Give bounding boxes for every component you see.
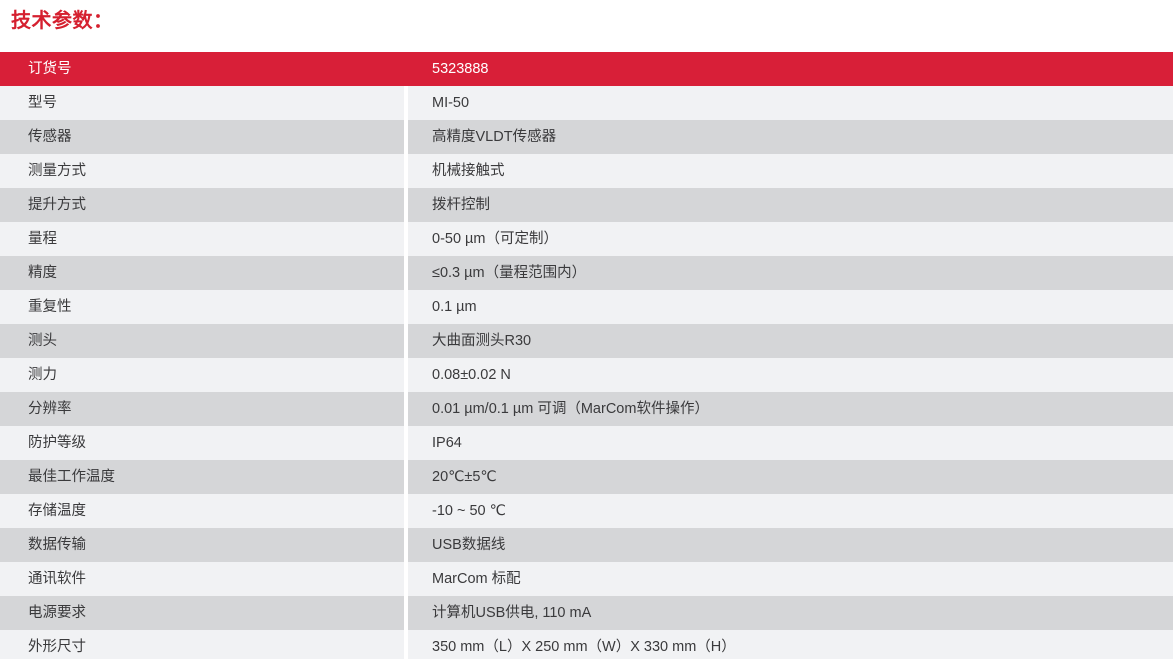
spec-value-cell: ≤0.3 µm（量程范围内）: [408, 256, 1173, 290]
spec-value-cell: MarCom 标配: [408, 562, 1173, 596]
spec-label-cell: 订货号: [0, 52, 404, 86]
spec-value-cell: 0.01 µm/0.1 µm 可调（MarCom软件操作）: [408, 392, 1173, 426]
spec-row: 通讯软件 MarCom 标配: [0, 562, 1173, 596]
spec-value-cell: 0.08±0.02 N: [408, 358, 1173, 392]
spec-label-cell: 测力: [0, 358, 404, 392]
spec-label-cell: 数据传输: [0, 528, 404, 562]
column-divider: [404, 392, 408, 426]
spec-row: 测头 大曲面测头R30: [0, 324, 1173, 358]
spec-label-cell: 型号: [0, 86, 404, 120]
column-divider: [404, 494, 408, 528]
column-divider: [404, 324, 408, 358]
spec-row: 外形尺寸 350 mm（L）X 250 mm（W）X 330 mm（H）: [0, 630, 1173, 659]
spec-label-cell: 提升方式: [0, 188, 404, 222]
column-divider: [404, 630, 408, 659]
spec-row: 型号 MI-50: [0, 86, 1173, 120]
spec-row: 存储温度 -10 ~ 50 ℃: [0, 494, 1173, 528]
spec-label-cell: 分辨率: [0, 392, 404, 426]
spec-value-cell: MI-50: [408, 86, 1173, 120]
spec-value-cell: 大曲面测头R30: [408, 324, 1173, 358]
spec-value-cell: 5323888: [408, 52, 1173, 86]
spec-value-cell: 20℃±5℃: [408, 460, 1173, 494]
spec-value-cell: -10 ~ 50 ℃: [408, 494, 1173, 528]
spec-value-cell: 机械接触式: [408, 154, 1173, 188]
spec-label-cell: 量程: [0, 222, 404, 256]
spec-row: 传感器 高精度VLDT传感器: [0, 120, 1173, 154]
page-title: 技术参数：: [11, 10, 114, 32]
column-divider: [404, 562, 408, 596]
spec-label-cell: 重复性: [0, 290, 404, 324]
column-divider: [404, 528, 408, 562]
column-divider: [404, 222, 408, 256]
column-divider: [404, 596, 408, 630]
spec-label-cell: 测头: [0, 324, 404, 358]
spec-row: 电源要求 计算机USB供电, 110 mA: [0, 596, 1173, 630]
column-divider: [404, 426, 408, 460]
spec-row-header: 订货号 5323888: [0, 52, 1173, 86]
column-divider: [404, 188, 408, 222]
column-divider: [404, 52, 408, 86]
column-divider: [404, 290, 408, 324]
spec-row: 重复性 0.1 µm: [0, 290, 1173, 324]
column-divider: [404, 256, 408, 290]
spec-row: 测力 0.08±0.02 N: [0, 358, 1173, 392]
spec-value-cell: 高精度VLDT传感器: [408, 120, 1173, 154]
spec-label-cell: 电源要求: [0, 596, 404, 630]
spec-label-cell: 通讯软件: [0, 562, 404, 596]
spec-row: 量程 0-50 µm（可定制）: [0, 222, 1173, 256]
spec-label-cell: 防护等级: [0, 426, 404, 460]
spec-table-body: 订货号 5323888 型号 MI-50 传感器 高精度VLDT传感器 测量方式 机械接触式提…: [0, 52, 1173, 659]
spec-label-cell: 外形尺寸: [0, 630, 404, 659]
spec-row: 精度 ≤0.3 µm（量程范围内）: [0, 256, 1173, 290]
spec-value-cell: IP64: [408, 426, 1173, 460]
spec-row: 测量方式 机械接触式: [0, 154, 1173, 188]
spec-value-cell: 0.1 µm: [408, 290, 1173, 324]
column-divider: [404, 358, 408, 392]
spec-value-cell: 拨杆控制: [408, 188, 1173, 222]
column-divider: [404, 460, 408, 494]
column-divider: [404, 120, 408, 154]
spec-row: 分辨率 0.01 µm/0.1 µm 可调（MarCom软件操作）: [0, 392, 1173, 426]
spec-label-cell: 精度: [0, 256, 404, 290]
spec-label-cell: 测量方式: [0, 154, 404, 188]
spec-row: 防护等级 IP64: [0, 426, 1173, 460]
column-divider: [404, 154, 408, 188]
technical-specifications-table: 订货号 5323888 型号 MI-50 传感器 高精度VLDT传感器 测量方式 机械接触式提…: [0, 52, 1173, 659]
spec-row: 数据传输 USB数据线: [0, 528, 1173, 562]
column-divider: [404, 86, 408, 120]
spec-value-cell: 计算机USB供电, 110 mA: [408, 596, 1173, 630]
spec-row: 最佳工作温度 20℃±5℃: [0, 460, 1173, 494]
spec-label-cell: 传感器: [0, 120, 404, 154]
spec-value-cell: 350 mm（L）X 250 mm（W）X 330 mm（H）: [408, 630, 1173, 659]
spec-row: 提升方式 拨杆控制: [0, 188, 1173, 222]
spec-label-cell: 最佳工作温度: [0, 460, 404, 494]
spec-label-cell: 存储温度: [0, 494, 404, 528]
spec-value-cell: 0-50 µm（可定制）: [408, 222, 1173, 256]
spec-value-cell: USB数据线: [408, 528, 1173, 562]
